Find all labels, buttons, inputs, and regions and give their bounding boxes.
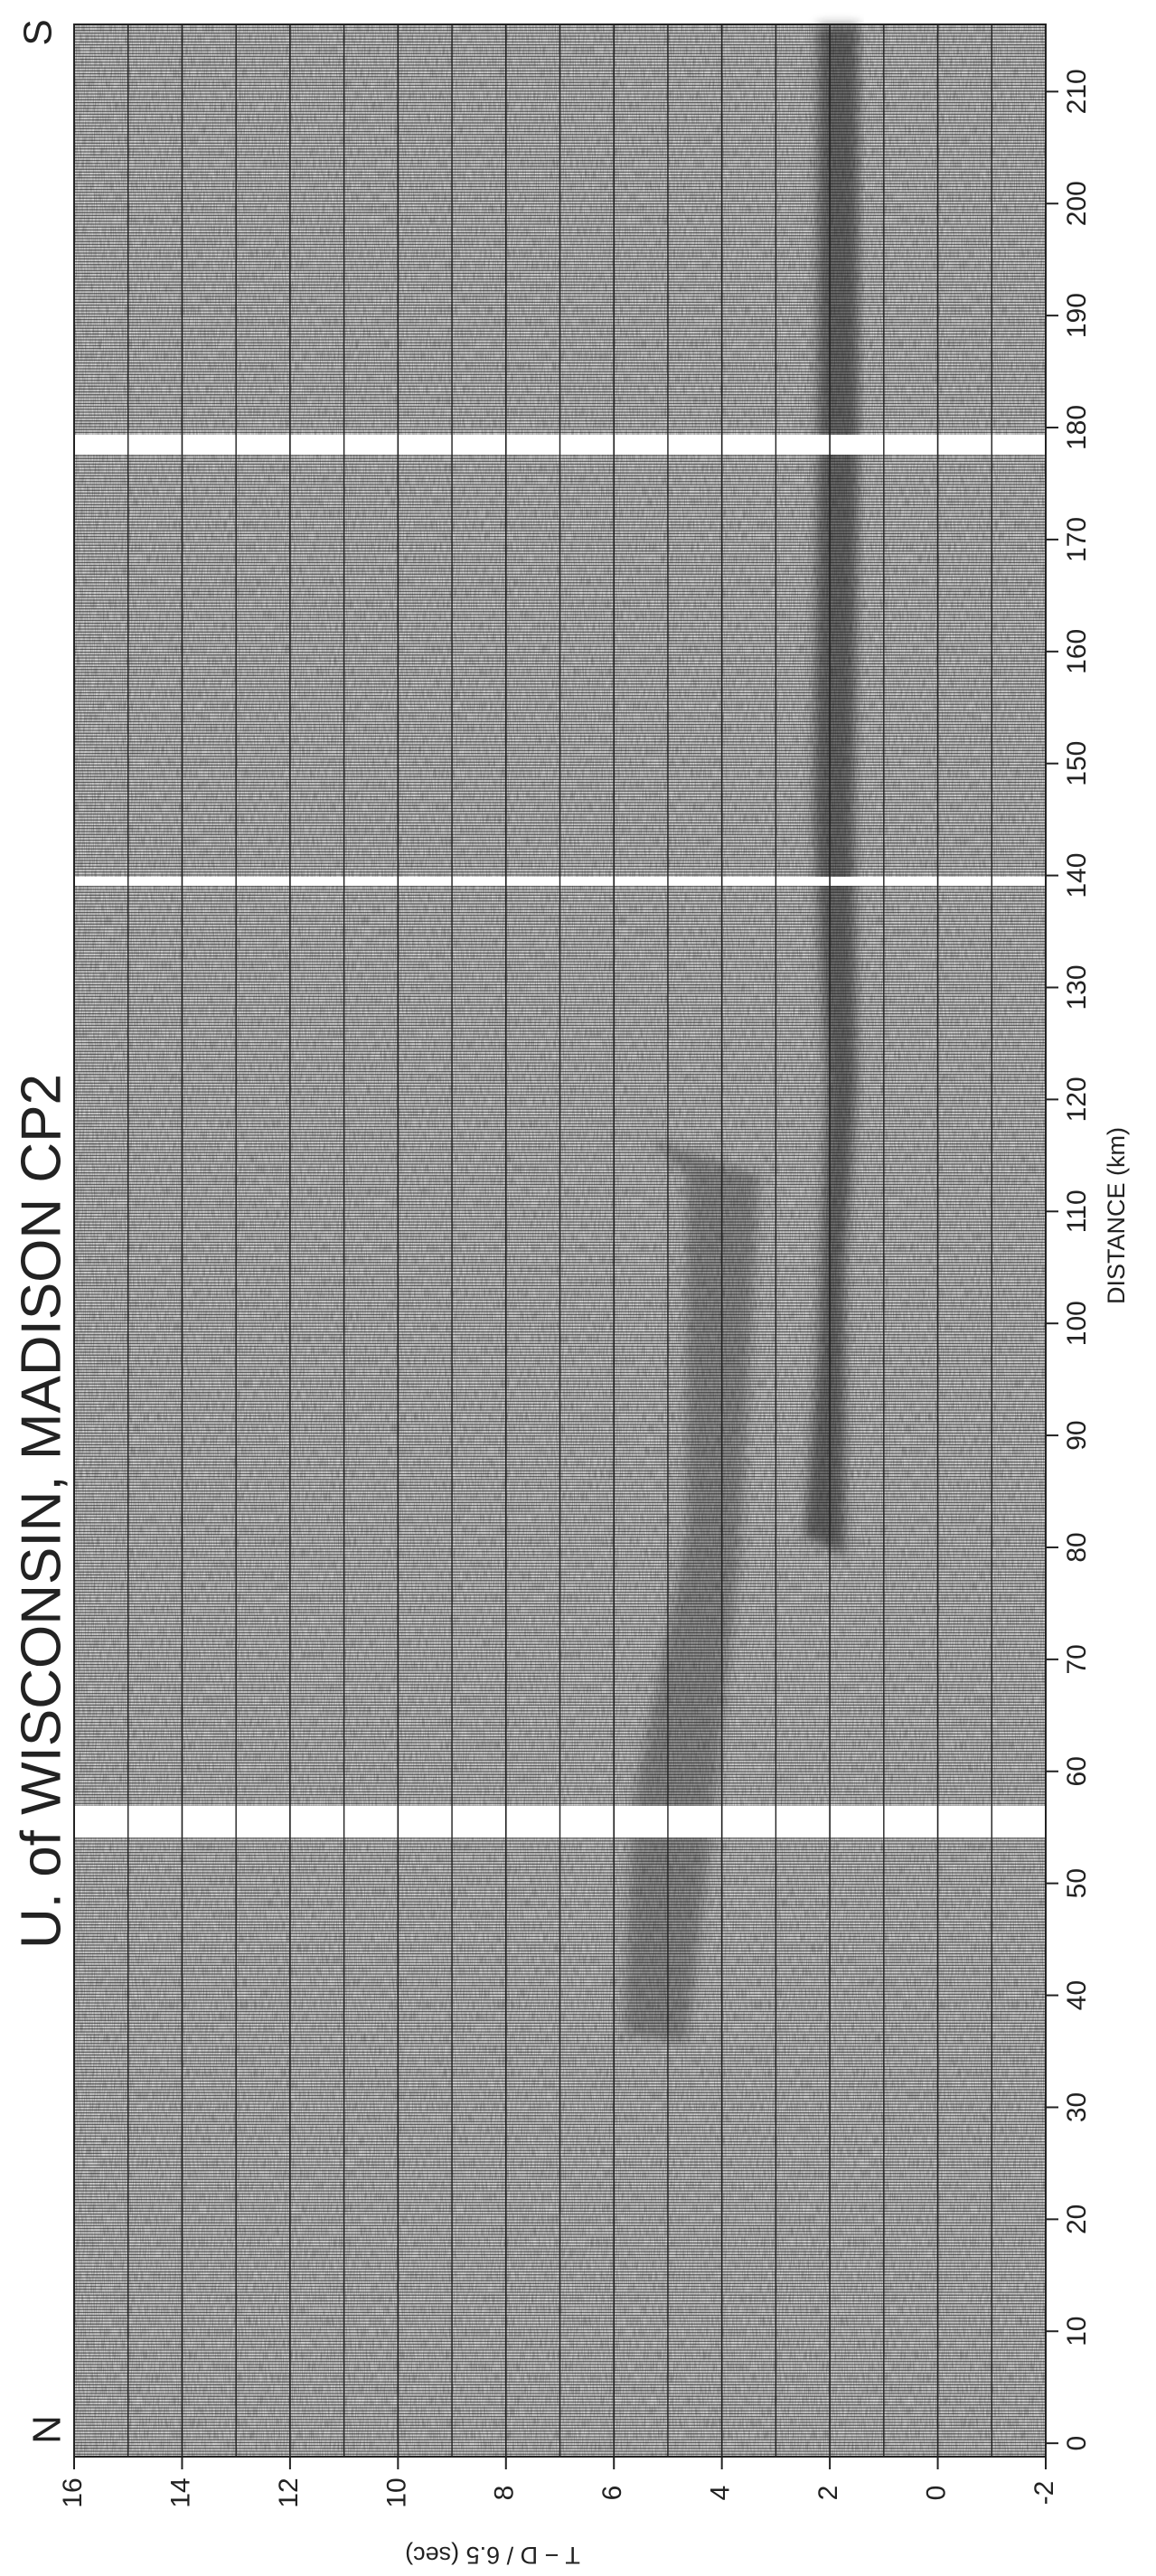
end-label: S <box>16 19 61 45</box>
y-tick-label: 10 <box>381 2477 411 2507</box>
y-axis-label: T − D / 6.5 (sec) <box>405 2542 580 2569</box>
x-tick-label: 180 <box>1062 405 1092 450</box>
x-tick-label: 0 <box>1062 2436 1092 2451</box>
x-tick-label: 60 <box>1062 1756 1092 1786</box>
x-tick-label: 160 <box>1062 629 1092 674</box>
x-tick-label: 10 <box>1062 2317 1092 2346</box>
y-tick-label: 6 <box>597 2486 627 2501</box>
y-tick-label: 4 <box>706 2486 736 2501</box>
x-tick-label: 20 <box>1062 2205 1092 2234</box>
x-tick-label: 50 <box>1062 1868 1092 1898</box>
x-tick-label: 100 <box>1062 1301 1092 1346</box>
end-label: N <box>25 2415 70 2444</box>
x-tick-label: 210 <box>1062 69 1092 114</box>
x-tick-label: 70 <box>1062 1644 1092 1674</box>
x-tick-label: 30 <box>1062 2092 1092 2122</box>
x-tick-label: 150 <box>1062 741 1092 786</box>
x-tick-label: 200 <box>1062 181 1092 226</box>
x-tick-label: 170 <box>1062 517 1092 562</box>
y-tick-label: 0 <box>921 2486 951 2501</box>
y-tick-label: 12 <box>274 2477 304 2507</box>
y-tick-label: 8 <box>490 2486 520 2501</box>
x-tick-label: 130 <box>1062 964 1092 1010</box>
x-tick-label: 120 <box>1062 1076 1092 1122</box>
x-tick-label: 80 <box>1062 1532 1092 1562</box>
x-tick-label: 140 <box>1062 853 1092 898</box>
chart-title: U. of WISCONSIN, MADISON CP2 <box>10 1074 72 1949</box>
x-tick-label: 110 <box>1062 1189 1092 1233</box>
x-axis-label: DISTANCE (km) <box>1103 1127 1130 1304</box>
first-arrival-band <box>804 24 859 1555</box>
y-tick-label: 16 <box>58 2477 88 2507</box>
x-tick-label: 190 <box>1062 293 1092 338</box>
x-tick-label: 40 <box>1062 1980 1092 2010</box>
x-tick-label: 90 <box>1062 1420 1092 1450</box>
y-tick-label: 2 <box>813 2486 843 2501</box>
y-tick-label: 14 <box>165 2477 195 2507</box>
y-tick-label: -2 <box>1029 2481 1059 2505</box>
